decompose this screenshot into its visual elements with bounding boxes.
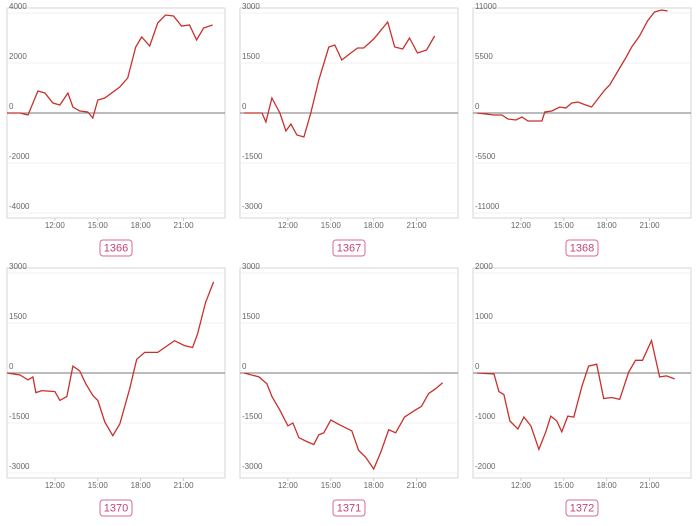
x-tick-label: 18:00 (597, 481, 618, 490)
x-tick-label: 12:00 (511, 221, 532, 230)
y-tick-label: 0 (475, 102, 480, 111)
y-tick-label: 0 (475, 362, 480, 371)
chart-label: 1372 (570, 502, 594, 514)
y-tick-label: 1000 (475, 312, 493, 321)
y-tick-label: 3000 (242, 2, 260, 11)
y-tick-label: 5500 (475, 52, 493, 61)
y-tick-label: 3000 (242, 262, 260, 271)
y-tick-label: 1500 (242, 52, 260, 61)
x-tick-label: 18:00 (364, 221, 385, 230)
y-tick-label: -5500 (475, 152, 496, 161)
x-tick-label: 21:00 (407, 221, 428, 230)
y-tick-label: -1000 (475, 412, 496, 421)
chart-label: 1371 (337, 502, 361, 514)
line-series (476, 338, 675, 452)
y-tick-label: 11000 (475, 2, 497, 11)
y-tick-label: -11000 (475, 202, 500, 211)
x-tick-label: 21:00 (174, 481, 195, 490)
label-box (332, 239, 366, 257)
line-series (6, 281, 215, 437)
x-tick-label: 18:00 (597, 221, 618, 230)
x-tick-label: 15:00 (321, 221, 342, 230)
y-tick-label: -1500 (242, 412, 263, 421)
line-series (476, 9, 668, 122)
x-tick-label: 15:00 (88, 221, 109, 230)
label-box (99, 239, 133, 257)
chart-label: 1368 (570, 242, 594, 254)
x-tick-label: 15:00 (88, 481, 109, 490)
x-tick-label: 21:00 (174, 221, 195, 230)
label-box (99, 499, 133, 517)
label-box (565, 239, 599, 257)
line-series (243, 372, 444, 471)
x-tick-label: 12:00 (278, 481, 299, 490)
chart-label: 1370 (104, 502, 128, 514)
y-tick-label: -3000 (242, 202, 263, 211)
line-series (7, 14, 213, 120)
x-tick-label: 18:00 (131, 221, 152, 230)
chart-label: 1367 (337, 242, 361, 254)
label-box (565, 499, 599, 517)
y-tick-label: 0 (242, 362, 247, 371)
y-tick-label: -2000 (475, 462, 496, 471)
x-tick-label: 21:00 (640, 481, 661, 490)
x-tick-label: 18:00 (364, 481, 385, 490)
line-series (244, 20, 436, 138)
y-tick-label: -2000 (9, 152, 30, 161)
x-tick-label: 12:00 (511, 481, 532, 490)
x-tick-label: 15:00 (321, 481, 342, 490)
chart-label: 1366 (104, 242, 128, 254)
y-tick-label: -1500 (9, 412, 30, 421)
x-tick-label: 15:00 (554, 481, 575, 490)
x-tick-label: 18:00 (131, 481, 152, 490)
y-tick-label: 0 (9, 362, 14, 371)
y-tick-label: -3000 (242, 462, 263, 471)
x-tick-label: 21:00 (640, 221, 661, 230)
y-tick-label: -3000 (9, 462, 30, 471)
x-tick-label: 12:00 (278, 221, 299, 230)
label-box (332, 499, 366, 517)
x-tick-label: 12:00 (45, 221, 66, 230)
y-tick-label: -4000 (9, 202, 30, 211)
x-tick-label: 21:00 (407, 481, 428, 490)
y-tick-label: 4000 (9, 2, 27, 11)
y-tick-label: 1500 (242, 312, 260, 321)
y-tick-label: 2000 (9, 52, 27, 61)
y-tick-label: 2000 (475, 262, 493, 271)
y-tick-label: -1500 (242, 152, 263, 161)
y-tick-label: 0 (9, 102, 14, 111)
x-tick-label: 12:00 (45, 481, 66, 490)
x-tick-label: 15:00 (554, 221, 575, 230)
y-tick-label: 3000 (9, 262, 27, 271)
y-tick-label: 0 (242, 102, 247, 111)
y-tick-label: 1500 (9, 312, 27, 321)
